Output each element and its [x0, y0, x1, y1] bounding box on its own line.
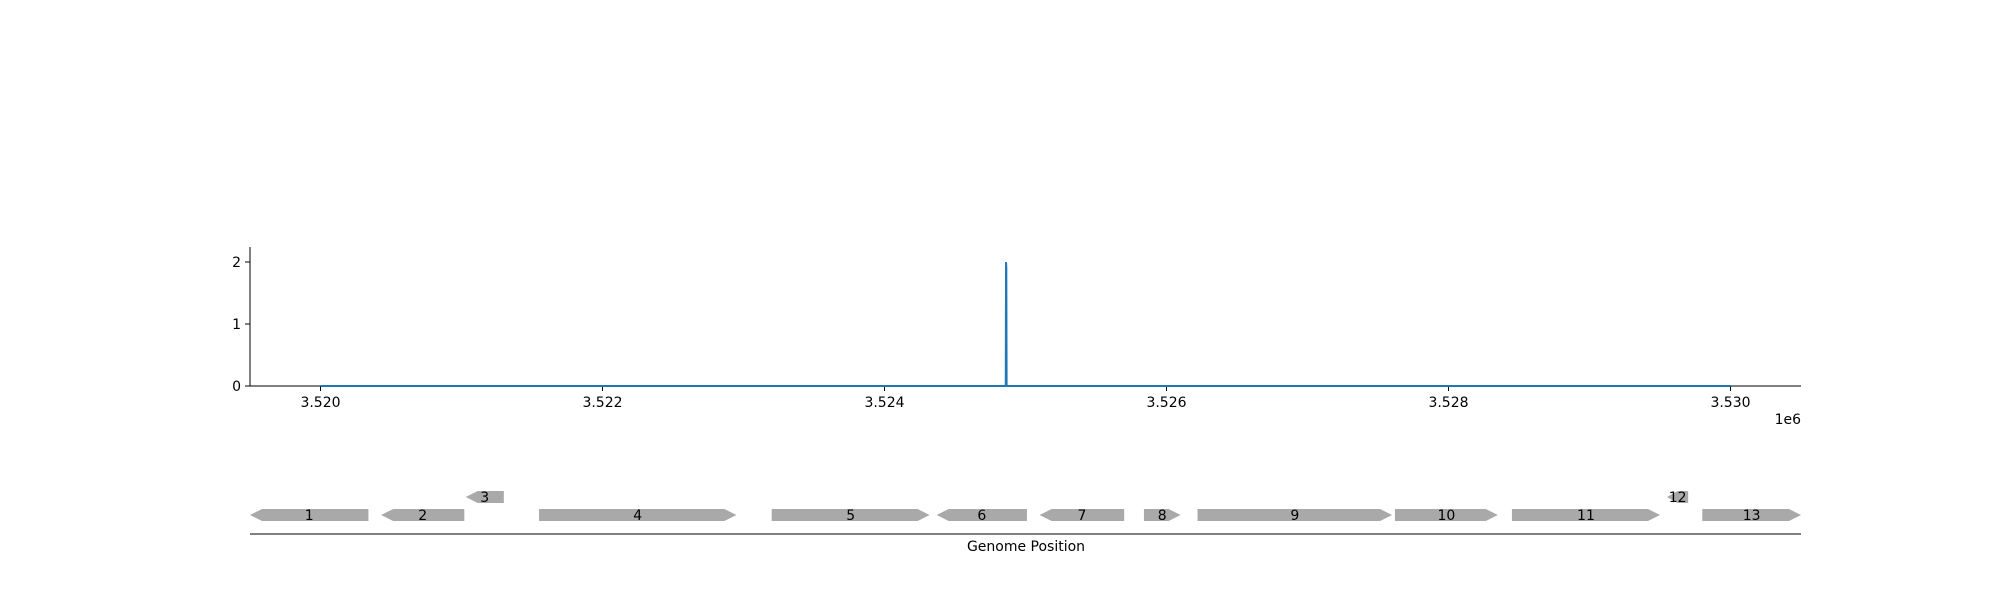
gene-arrow: [1667, 491, 1689, 503]
gene-arrow: [465, 491, 504, 503]
gene-label: 4: [633, 508, 642, 524]
y-tick-label: 1: [232, 317, 241, 333]
gene-label: 7: [1077, 508, 1086, 524]
coverage-series: [320, 261, 1731, 387]
gene-label: 2: [418, 508, 427, 524]
gene-label: 9: [1290, 508, 1299, 524]
gene-arrow: [1394, 509, 1498, 521]
gene-arrow: [381, 509, 465, 521]
gene-arrow: [1511, 509, 1660, 521]
gene-arrow: [1039, 509, 1125, 521]
gene-arrow: [250, 509, 369, 521]
gene-label: 12: [1669, 490, 1687, 506]
x-tick-label: 3.530: [1710, 395, 1750, 411]
gene-label: 11: [1577, 508, 1595, 524]
gene-arrow: [539, 509, 737, 521]
x-tick-label: 3.526: [1146, 395, 1186, 411]
x-tick-label: 3.524: [864, 395, 904, 411]
coverage-plot: 3.520 3.522 3.524 3.526 3.528 3.530 0 1 2 1e6: [232, 247, 1801, 428]
x-tick-label: 3.528: [1428, 395, 1468, 411]
gene-label: 1: [305, 508, 314, 524]
gene-label: 6: [977, 508, 986, 524]
x-tick-label: 3.520: [300, 395, 340, 411]
gene-label: 13: [1743, 508, 1761, 524]
gene-label: 8: [1158, 508, 1167, 524]
y-tick-label: 2: [232, 255, 241, 271]
gene-arrow: [936, 509, 1027, 521]
gene-arrow: [1143, 509, 1181, 521]
y-ticks: 0 1 2: [232, 255, 250, 395]
gene-arrow: [1702, 509, 1801, 521]
genome-position-label: Genome Position: [967, 539, 1085, 555]
gene-label: 3: [480, 490, 489, 506]
x-ticks: 3.520 3.522 3.524 3.526 3.528 3.530: [300, 386, 1751, 411]
gene-arrow: [771, 509, 930, 521]
gene-label: 10: [1437, 508, 1455, 524]
x-tick-label: 3.522: [582, 395, 622, 411]
coverage-line: [320, 261, 1731, 387]
y-tick-label: 0: [232, 379, 241, 395]
gene-arrow: [1197, 509, 1393, 521]
gene-label: 5: [846, 508, 855, 524]
x-offset-label: 1e6: [1775, 412, 1802, 428]
